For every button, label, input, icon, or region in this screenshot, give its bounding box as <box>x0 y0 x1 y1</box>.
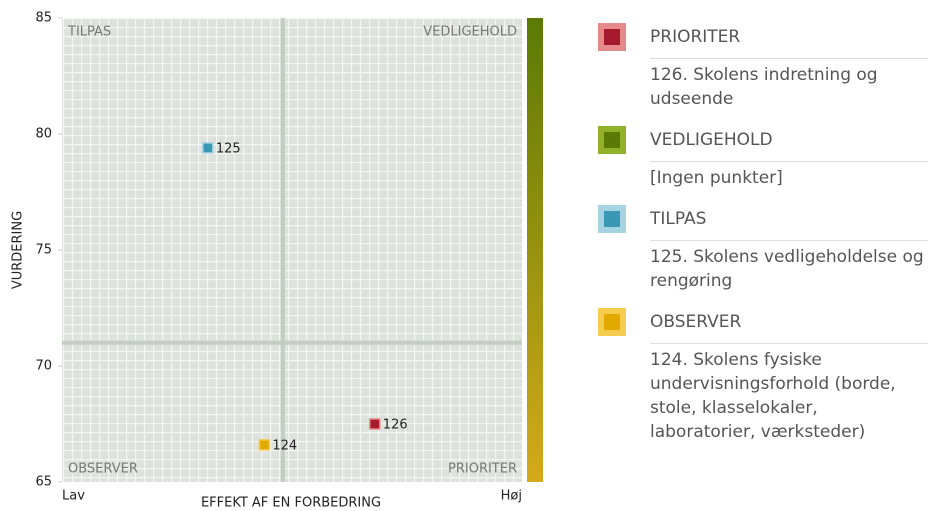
x-end-label: Høj <box>501 489 522 504</box>
legend-item: VEDLIGEHOLD [Ingen punkter] <box>598 125 928 190</box>
x-axis-label: EFFEKT AF EN FORBEDRING <box>201 496 381 511</box>
point-label: 126 <box>383 418 408 433</box>
legend-head: PRIORITER <box>598 22 928 52</box>
legend-icon <box>598 23 626 51</box>
legend-item: TILPAS 125. Skolens vedligeholdelse og re… <box>598 204 928 293</box>
legend-swatch <box>604 314 620 330</box>
legend-swatch <box>604 29 620 45</box>
legend-icon <box>598 126 626 154</box>
legend-description: 125. Skolens vedligeholdelse og rengørin… <box>650 247 924 291</box>
y-tick-label: 85 <box>35 11 52 26</box>
y-tick-label: 80 <box>35 127 52 142</box>
separator <box>650 161 928 162</box>
point <box>369 418 381 430</box>
separator <box>650 58 928 59</box>
gradient-bar <box>527 18 543 482</box>
legend-name: TILPAS <box>650 209 707 229</box>
legend-name: VEDLIGEHOLD <box>650 130 773 150</box>
point-label: 124 <box>272 438 297 453</box>
point <box>258 439 271 451</box>
legend-icon <box>598 308 626 336</box>
y-tick-label: 65 <box>35 475 52 490</box>
quadrant-label: VEDLIGEHOLD <box>423 25 517 40</box>
legend-swatch <box>604 132 620 148</box>
y-tick-label: 75 <box>35 243 52 258</box>
separator <box>650 343 928 344</box>
legend-swatch <box>604 211 620 227</box>
legend-icon <box>598 205 626 233</box>
separator <box>650 240 928 241</box>
legend-description: 124. Skolens fysiske undervisningsforhol… <box>650 350 896 442</box>
legend-head: OBSERVER <box>598 307 928 337</box>
quadrant-label: OBSERVER <box>68 462 138 477</box>
legend-name: PRIORITER <box>650 27 741 47</box>
chart: EFFEKT AF EN FORBEDRING VURDERING Lav Hø… <box>11 11 543 511</box>
plot-area <box>62 18 522 482</box>
y-axis-label: VURDERING <box>11 211 26 289</box>
x-end-label: Lav <box>62 489 85 504</box>
legend-head: TILPAS <box>598 204 928 234</box>
legend: PRIORITER 126. Skolens indretning og udse… <box>598 22 928 458</box>
legend-name: OBSERVER <box>650 312 742 332</box>
legend-item: OBSERVER 124. Skolens fysiske undervisnin… <box>598 307 928 444</box>
quadrant-label: TILPAS <box>67 25 111 40</box>
y-tick-label: 70 <box>35 359 52 374</box>
legend-item: PRIORITER 126. Skolens indretning og udse… <box>598 22 928 111</box>
point-label: 125 <box>216 141 241 156</box>
legend-description: 126. Skolens indretning og udseende <box>650 65 878 109</box>
legend-description: [Ingen punkter] <box>650 168 783 188</box>
quadrant-label: PRIORITER <box>448 462 517 477</box>
legend-head: VEDLIGEHOLD <box>598 125 928 155</box>
point <box>202 142 214 154</box>
